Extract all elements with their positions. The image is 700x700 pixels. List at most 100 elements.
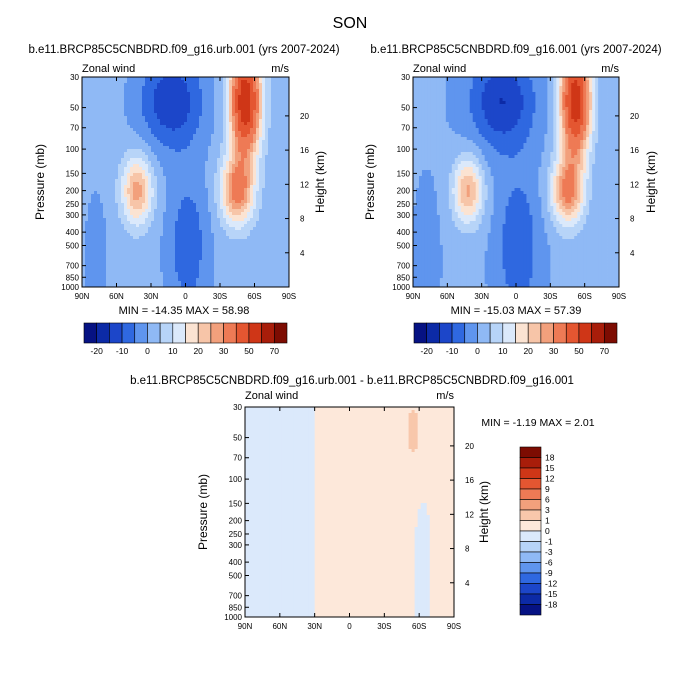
contour-cell — [184, 134, 188, 138]
contour-cell — [244, 176, 248, 180]
contour-cell — [109, 161, 113, 165]
contour-cell — [154, 218, 158, 222]
contour-cell — [253, 110, 257, 114]
y-tick-label: 1000 — [61, 283, 79, 292]
contour-cell — [196, 269, 200, 273]
contour-cell — [94, 209, 98, 213]
contour-cell — [268, 239, 272, 243]
contour-cell — [235, 86, 239, 90]
contour-cell — [220, 152, 224, 156]
contour-cell — [112, 122, 116, 126]
panel-urb-colorbar: -20 -10 0 10 20 30 50 70 — [83, 322, 288, 356]
contour-cell — [241, 155, 245, 159]
contour-cell — [160, 227, 164, 231]
contour-cell — [247, 119, 251, 123]
contour-cell — [256, 185, 260, 189]
contour-cell — [142, 104, 146, 108]
contour-cell — [163, 203, 167, 207]
contour-cell — [82, 188, 86, 192]
contour-cell — [199, 281, 203, 285]
contour-cell — [277, 185, 281, 189]
contour-cell — [124, 194, 128, 198]
contour-cell — [271, 98, 275, 102]
contour-cell — [184, 242, 188, 246]
contour-cell — [103, 272, 107, 276]
contour-cell — [226, 266, 230, 270]
contour-cell — [175, 149, 179, 153]
contour-cell — [94, 281, 98, 285]
contour-cell — [85, 182, 89, 186]
contour-cell — [211, 173, 215, 177]
contour-cell — [226, 122, 230, 126]
contour-cell — [193, 182, 197, 186]
contour-cell — [148, 191, 152, 195]
contour-cell — [517, 77, 521, 81]
contour-cell — [271, 248, 275, 252]
contour-cell — [250, 170, 254, 174]
contour-cell — [214, 281, 218, 285]
contour-cell — [127, 173, 131, 177]
contour-cell — [229, 152, 233, 156]
contour-cell — [241, 218, 245, 222]
contour-cell — [259, 254, 263, 258]
contour-cell — [214, 149, 218, 153]
contour-cell — [97, 170, 101, 174]
contour-cell — [244, 158, 248, 162]
contour-cell — [277, 188, 281, 192]
contour-cell — [223, 206, 227, 210]
contour-cell — [118, 146, 122, 150]
contour-cell — [196, 113, 200, 117]
contour-cell — [121, 149, 125, 153]
contour-cell — [202, 89, 206, 93]
contour-cell — [109, 248, 113, 252]
contour-cell — [256, 80, 260, 84]
contour-cell — [82, 110, 86, 114]
contour-cell — [187, 182, 191, 186]
contour-cell — [274, 254, 278, 258]
contour-cell — [229, 281, 233, 285]
contour-cell — [265, 134, 269, 138]
contour-cell — [181, 155, 185, 159]
contour-cell — [286, 128, 290, 132]
contour-cell — [283, 188, 287, 192]
contour-cell — [169, 125, 173, 129]
contour-cell — [145, 116, 149, 120]
contour-cell — [175, 104, 179, 108]
contour-cell — [121, 221, 125, 225]
contour-cell — [286, 95, 290, 99]
contour-cell — [85, 254, 89, 258]
contour-cell — [85, 158, 89, 162]
contour-cell — [190, 152, 194, 156]
contour-cell — [139, 269, 143, 273]
contour-cell — [100, 104, 104, 108]
contour-cell — [145, 233, 149, 237]
contour-cell — [124, 227, 128, 231]
contour-cell — [226, 209, 230, 213]
contour-cell — [91, 281, 95, 285]
contour-cell — [265, 110, 269, 114]
contour-cell — [205, 248, 209, 252]
contour-cell — [130, 143, 134, 147]
contour-cell — [217, 194, 221, 198]
contour-cell — [130, 230, 134, 234]
contour-cell — [127, 197, 131, 201]
contour-cell — [220, 263, 224, 267]
contour-cell — [217, 224, 221, 228]
contour-cell — [205, 158, 209, 162]
contour-cell — [82, 284, 86, 288]
contour-cell — [163, 170, 167, 174]
contour-cell — [217, 182, 221, 186]
contour-cell — [145, 146, 149, 150]
y-tick-label: 200 — [66, 187, 80, 196]
contour-cell — [175, 197, 179, 201]
contour-cell — [214, 152, 218, 156]
contour-cell — [208, 173, 212, 177]
contour-cell — [226, 107, 230, 111]
contour-cell — [208, 80, 212, 84]
contour-cell — [271, 149, 275, 153]
contour-cell — [280, 197, 284, 201]
contour-cell — [103, 233, 107, 237]
contour-cell — [508, 77, 512, 81]
contour-cell — [94, 194, 98, 198]
contour-cell — [124, 218, 128, 222]
